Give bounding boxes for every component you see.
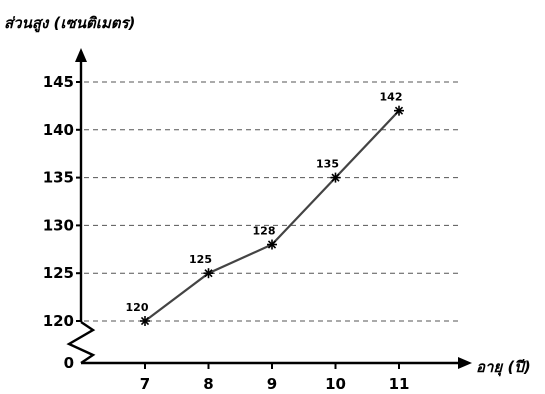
x-tick-label-9: 9: [267, 375, 277, 393]
series-polyline: [144, 109, 400, 322]
x-tick-label-11: 11: [389, 375, 410, 393]
data-label-9: 128: [253, 225, 276, 238]
data-label-8: 125: [189, 253, 212, 266]
y-tick-label-130: 130: [43, 216, 74, 234]
x-axis-label: อายุ (ปี): [476, 358, 531, 377]
data-point-8: [203, 268, 214, 279]
y-axis-label: ส่วนสูง (เซนติเมตร): [4, 14, 135, 33]
x-tick-label-10: 10: [325, 375, 346, 393]
data-label-10: 135: [316, 158, 339, 171]
y-tick-label-0: 0: [64, 354, 74, 372]
series-line: [144, 109, 400, 322]
x-tick-labels: 7 8 9 10 11: [140, 363, 410, 393]
y-tick-label-145: 145: [43, 73, 74, 91]
data-point-7: [140, 316, 150, 326]
data-point-11: [394, 105, 404, 116]
y-tick-label-140: 140: [43, 121, 74, 139]
y-tick-labels: 145 140 135 130 125 120 0: [43, 73, 81, 372]
data-markers: [140, 105, 404, 326]
data-label-11: 142: [380, 91, 403, 104]
data-label-7: 120: [126, 301, 149, 314]
y-tick-label-125: 125: [43, 264, 74, 282]
y-axis-arrow: [75, 48, 87, 62]
y-tick-label-120: 120: [43, 312, 74, 330]
x-axis-arrow: [458, 357, 472, 369]
y-axis-break: [66, 321, 96, 364]
data-point-9: [267, 239, 277, 250]
x-tick-label-7: 7: [140, 375, 150, 393]
y-tick-label-135: 135: [43, 169, 74, 187]
data-labels: 120 125 128 135 142: [126, 91, 403, 314]
gridlines: [84, 81, 462, 322]
data-point-10: [330, 172, 341, 183]
x-tick-label-8: 8: [203, 375, 213, 393]
